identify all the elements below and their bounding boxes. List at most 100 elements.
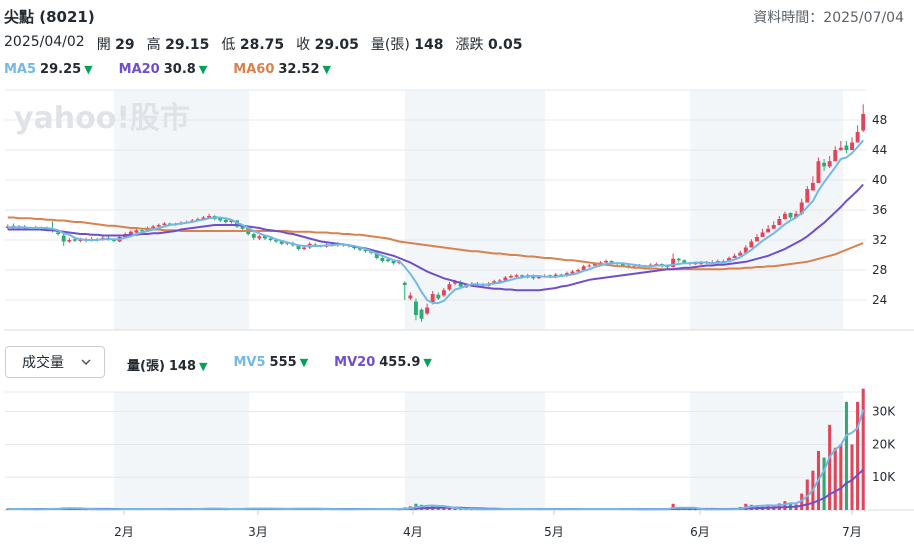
candle-body — [536, 276, 541, 279]
candle-body — [302, 247, 307, 249]
candle-body — [749, 241, 754, 248]
candle-body — [386, 259, 390, 261]
candle-body — [391, 261, 396, 264]
candle-body — [134, 230, 139, 233]
candle-body — [799, 202, 804, 214]
candle-body — [766, 228, 771, 233]
candle-body — [218, 218, 223, 221]
candle-body — [430, 294, 435, 303]
chevron-down-icon — [80, 355, 92, 373]
candle-body — [279, 241, 284, 244]
volume-bar — [459, 509, 463, 510]
candle-body — [140, 230, 144, 232]
vol-legend: 量(張) 148 ▼ — [127, 359, 208, 374]
volume-bar — [447, 508, 452, 510]
month-shade-band — [690, 392, 843, 510]
volume-item: 量(張) 148 — [370, 37, 444, 53]
indicator-dropdown-value: 成交量 — [22, 355, 64, 371]
volume-tick-label: 10K — [872, 470, 896, 484]
volume-bar — [856, 401, 860, 510]
price-tick-label: 36 — [872, 203, 887, 217]
candle-body — [822, 162, 827, 167]
indicator-dropdown[interactable]: 成交量 — [5, 346, 105, 378]
candle-body — [402, 282, 407, 285]
candle-body — [363, 249, 368, 252]
candle-body — [838, 147, 843, 150]
candle-body — [72, 239, 77, 241]
candle-body — [112, 240, 116, 241]
candle-body — [229, 220, 234, 222]
ma5-legend: MA5 29.25 ▼ — [4, 62, 93, 77]
candle-body — [755, 237, 759, 242]
candle-body — [682, 260, 687, 263]
candle-body — [732, 255, 737, 258]
candle-body — [61, 235, 66, 242]
candle-body — [676, 258, 681, 261]
volume-bar — [436, 508, 440, 510]
change-value: 0.05 — [487, 37, 523, 53]
quote-date: 2025/04/02 — [4, 34, 85, 50]
candle-body — [771, 225, 776, 229]
candle-body — [570, 271, 575, 274]
down-triangle-icon: ▼ — [198, 63, 208, 76]
down-triangle-icon: ▼ — [322, 63, 331, 76]
volume-bar — [822, 457, 826, 510]
candle-body — [727, 258, 731, 262]
candle-body — [251, 234, 256, 238]
candle-body — [128, 231, 133, 235]
down-triangle-icon: ▼ — [84, 63, 93, 76]
volume-tick-label: 20K — [872, 437, 896, 451]
candle-body — [520, 275, 525, 277]
volume-bar — [839, 444, 843, 510]
candle-body — [810, 183, 815, 191]
candle-body — [592, 264, 597, 266]
candle-body — [296, 245, 301, 249]
quote-row: 2025/04/02 開 29 高 29.15 低 28.75 收 29.05 … — [4, 34, 523, 54]
candle-body — [816, 161, 821, 183]
change-item: 漲跌 0.05 — [455, 37, 523, 53]
candle-body — [665, 266, 670, 268]
candle-body — [453, 281, 458, 284]
candle-body — [397, 262, 402, 264]
price-tick-label: 44 — [872, 143, 887, 157]
price-tick-label: 48 — [872, 113, 887, 127]
month-tick-label: 6月 — [690, 525, 710, 539]
candle-body — [380, 258, 385, 261]
candle-body — [425, 307, 430, 314]
candle-body — [632, 266, 636, 268]
candle-body — [358, 248, 362, 250]
volume-bar — [800, 493, 804, 510]
candle-body — [78, 240, 83, 241]
mv-lines — [7, 409, 865, 511]
mv5-legend: MV5 555 ▼ — [233, 355, 309, 370]
candle-body — [419, 309, 424, 319]
candle-body — [861, 114, 866, 131]
volume-bar — [833, 447, 837, 510]
month-tick-label: 2月 — [114, 525, 134, 539]
down-triangle-icon: ▼ — [199, 360, 208, 373]
volume-value: 148 — [414, 37, 444, 53]
volume-bar — [861, 388, 865, 510]
candle-body — [850, 142, 854, 150]
candle-body — [738, 252, 743, 256]
volume-bar — [453, 508, 457, 510]
ma-legend: MA5 29.25 ▼ MA20 30.8 ▼ MA60 32.52 ▼ — [4, 62, 331, 77]
candle-body — [56, 232, 61, 234]
candle-body — [268, 238, 273, 240]
low-value: 28.75 — [239, 37, 285, 53]
candle-body — [408, 295, 413, 299]
ma5-line — [7, 139, 864, 304]
candle-body — [503, 277, 508, 281]
down-triangle-icon: ▼ — [299, 356, 309, 369]
candle-body — [693, 263, 698, 265]
month-tick-label: 3月 — [248, 525, 268, 539]
candle-body — [827, 161, 832, 167]
candle-body — [223, 219, 228, 222]
candle-body — [447, 284, 452, 290]
candle-body — [777, 219, 782, 225]
stock-title: 尖點 (8021) — [4, 8, 95, 26]
ma60-line — [7, 216, 864, 271]
month-tick-label: 4月 — [403, 525, 423, 539]
candle-body — [240, 225, 245, 229]
